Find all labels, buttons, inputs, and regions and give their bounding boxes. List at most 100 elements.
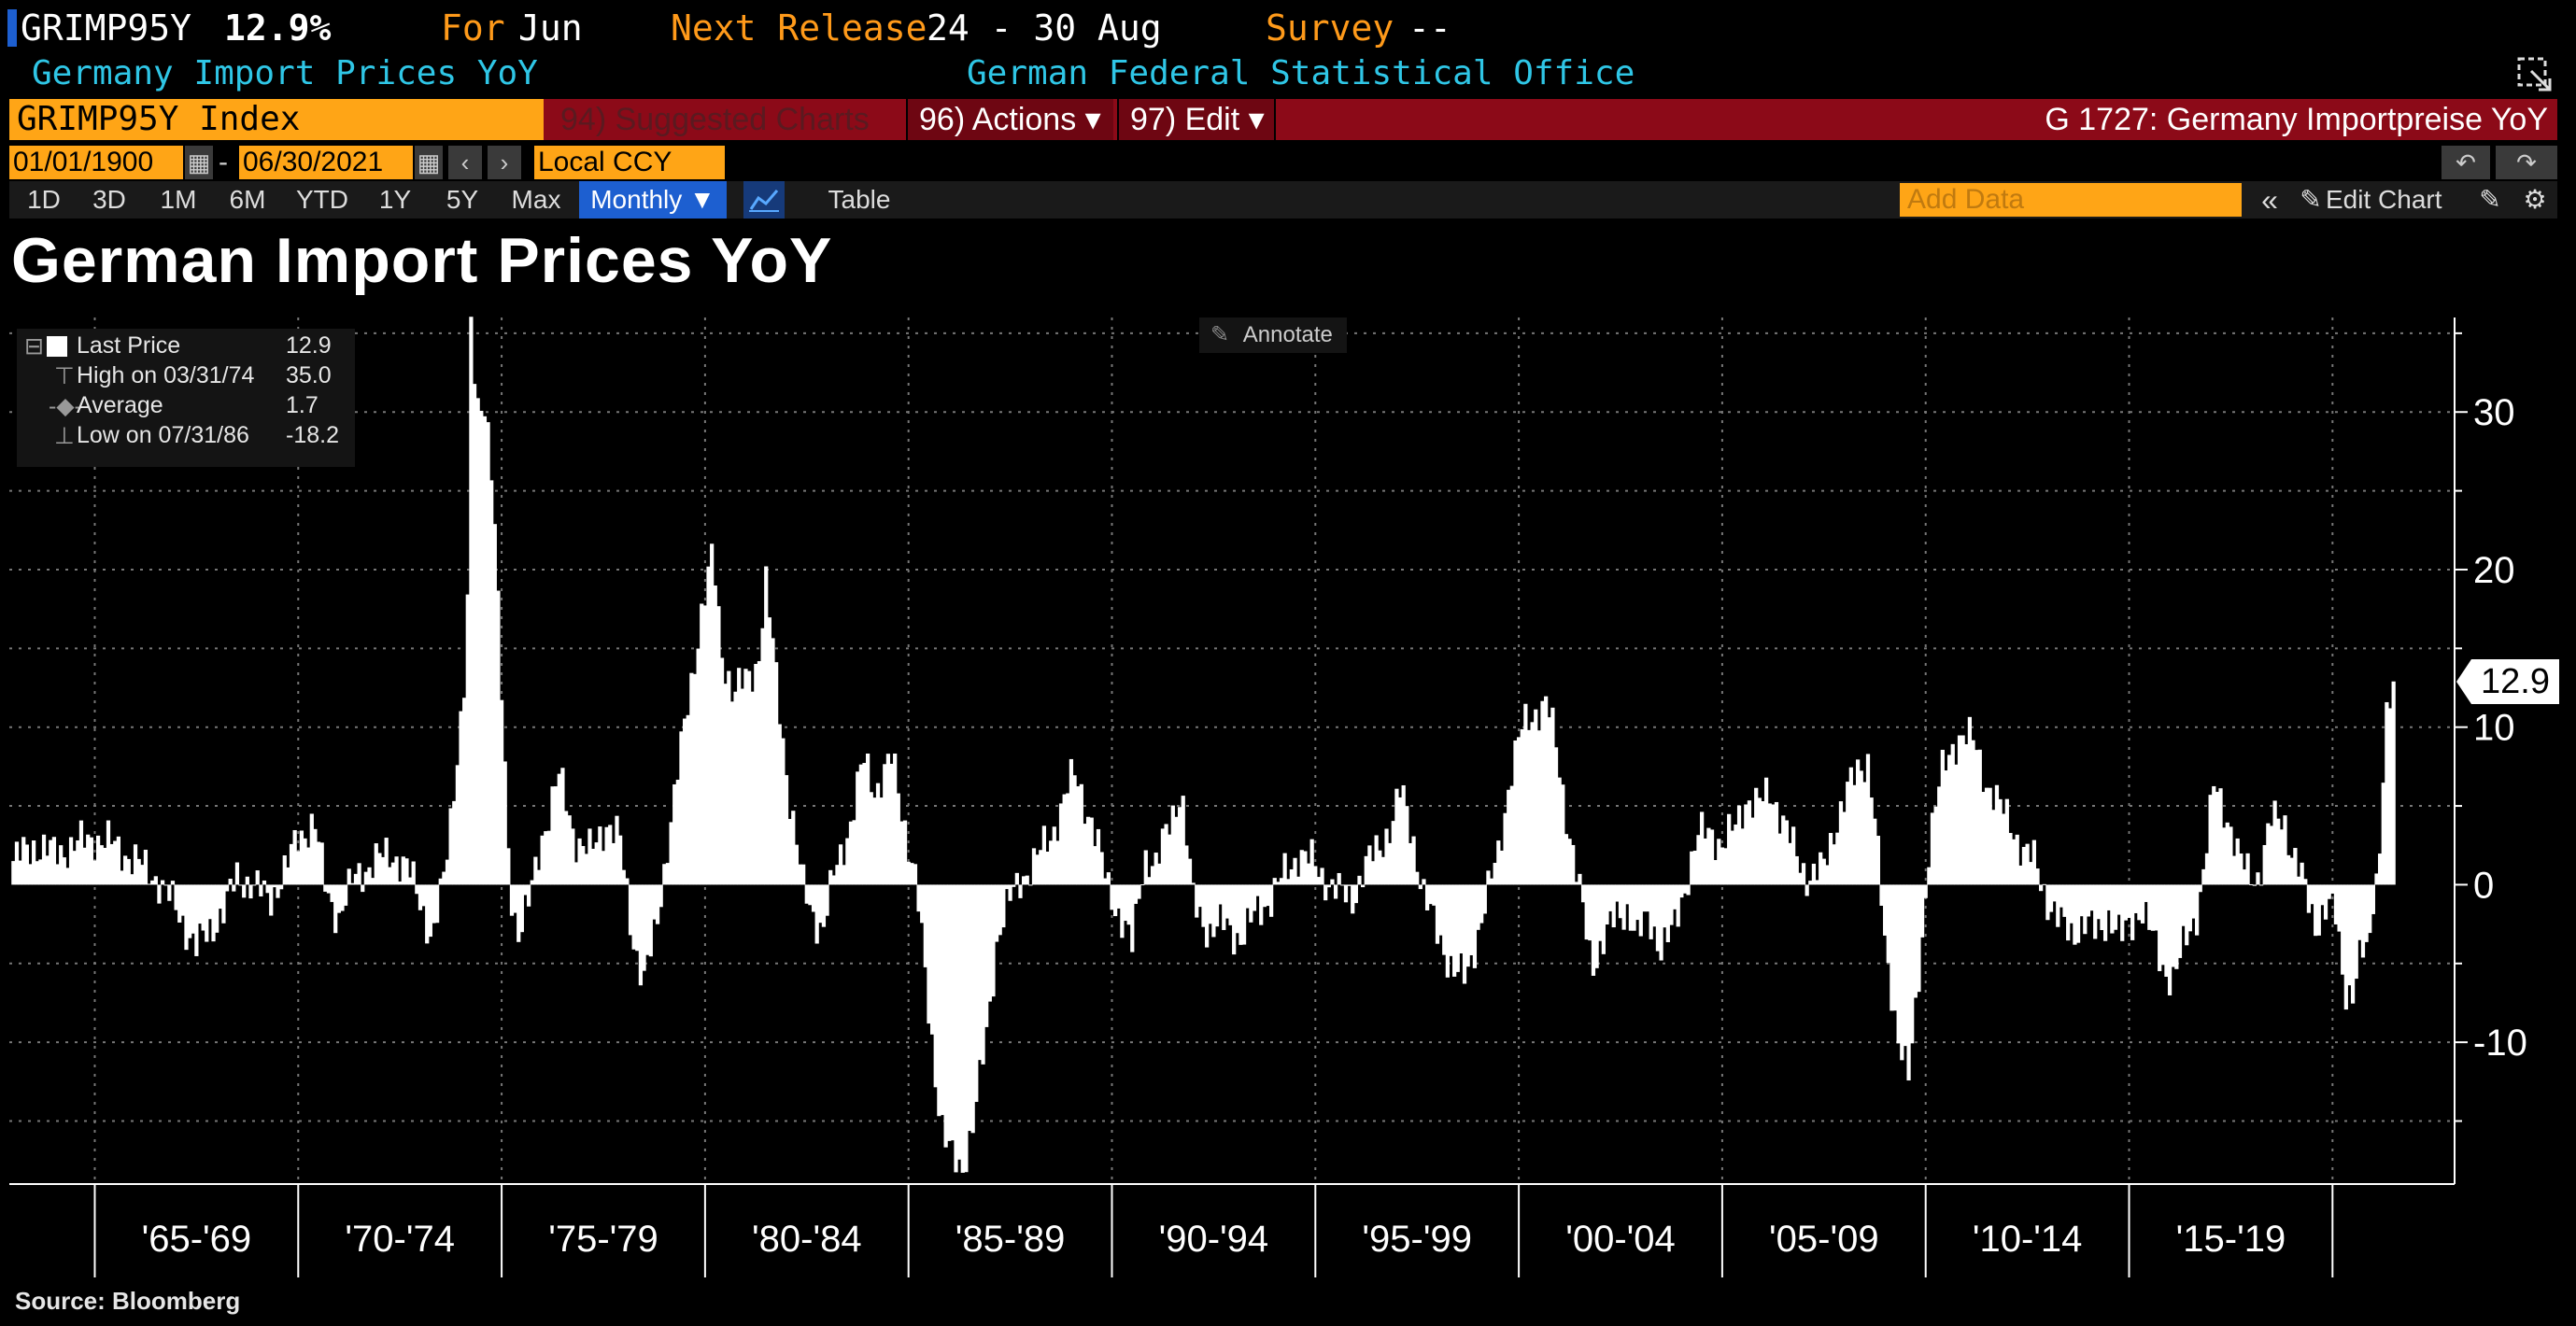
range-5y-button[interactable]: 5Y <box>446 185 479 214</box>
edit-chart-button[interactable]: Edit Chart <box>2326 185 2442 214</box>
bar-mark <box>1815 880 1819 885</box>
bar-mark <box>24 844 29 885</box>
bar-mark <box>2031 839 2036 885</box>
annotate-button[interactable]: ✎ Annotate <box>1199 317 1347 353</box>
bar-mark <box>818 884 823 924</box>
bar-mark <box>445 859 450 885</box>
bar-mark <box>1330 879 1335 885</box>
bar-mark <box>811 884 816 912</box>
suggested-charts-button[interactable]: 94) Suggested Charts <box>560 102 870 137</box>
bar-mark <box>1496 840 1501 885</box>
range-1y-button[interactable]: 1Y <box>378 185 412 214</box>
bar-mark <box>1991 810 1996 885</box>
bar-mark <box>2048 884 2054 912</box>
range-1d-button[interactable]: 1D <box>27 185 61 214</box>
collapse-icon[interactable]: « <box>2261 183 2278 217</box>
add-data-input[interactable]: Add Data <box>1900 183 2242 217</box>
bar-mark <box>1259 884 1264 925</box>
bar-mark <box>920 884 925 924</box>
bar-mark <box>957 884 962 1160</box>
bar-mark <box>2167 884 2173 995</box>
actions-menu[interactable]: 96) Actions ▾ <box>906 99 1113 140</box>
bar-mark <box>527 884 531 907</box>
bar-mark <box>1028 884 1033 886</box>
bar-mark <box>1255 884 1260 896</box>
table-button[interactable]: Table <box>828 185 891 214</box>
y-tick-label: 30 <box>2473 392 2515 433</box>
bar-mark <box>991 884 996 997</box>
bar-mark <box>794 844 800 885</box>
line-chart-icon[interactable] <box>743 181 785 219</box>
bar-mark <box>1869 797 1874 885</box>
bar-mark <box>940 884 945 1116</box>
bar-mark <box>1187 858 1193 885</box>
bar-mark <box>14 841 20 885</box>
expand-icon[interactable] <box>2516 56 2554 93</box>
bar-mark <box>2320 884 2325 906</box>
bar-mark <box>1825 865 1830 885</box>
range-6m-button[interactable]: 6M <box>229 185 266 214</box>
bar-mark <box>1553 747 1559 885</box>
bar-mark <box>974 884 979 1103</box>
end-date-field[interactable]: 06/30/2021 <box>239 146 413 179</box>
bar-mark <box>567 815 572 885</box>
range-ytd-button[interactable]: YTD <box>296 185 348 214</box>
pencil-icon[interactable]: ✎ <box>2479 185 2501 214</box>
bar-mark <box>1394 788 1399 885</box>
currency-select[interactable]: Local CCY <box>534 146 725 179</box>
bar-mark <box>1306 863 1311 885</box>
settings-gear-icon[interactable]: ⚙ <box>2523 185 2547 214</box>
range-3d-button[interactable]: 3D <box>92 185 126 214</box>
legend[interactable]: ⊟ Last Price 12.9 ⊤ High on 03/31/74 35.… <box>17 329 355 467</box>
bar-mark <box>2025 843 2030 885</box>
arrow-right-icon[interactable]: › <box>488 146 521 179</box>
bar-mark <box>343 884 348 906</box>
bar-mark <box>655 884 660 924</box>
arrow-left-icon[interactable]: ‹ <box>448 146 482 179</box>
bar-mark <box>601 851 606 885</box>
calendar-icon[interactable]: ▦ <box>185 146 213 179</box>
security-input[interactable]: GRIMP95Y Index <box>9 99 544 140</box>
range-max-button[interactable]: Max <box>511 185 561 214</box>
bar-mark <box>1564 834 1569 885</box>
edit-menu[interactable]: 97) Edit ▾ <box>1117 99 1276 140</box>
bar-mark <box>2368 884 2372 934</box>
bar-mark <box>45 855 50 885</box>
bar-mark <box>394 856 399 885</box>
bar-mark <box>1367 845 1372 885</box>
bar-mark <box>2075 884 2081 943</box>
bar-mark <box>55 864 60 885</box>
bar-mark <box>265 884 270 894</box>
chart-plot[interactable]: 30 20 10 0 -10 '65-'69 '70-'74 '75-'79 '80-'84 '8… <box>0 308 2576 1279</box>
bar-mark <box>1838 801 1844 885</box>
pencil-icon[interactable]: ✎ <box>2300 185 2322 214</box>
bar-mark <box>2116 884 2121 915</box>
bar-mark <box>1750 817 1755 885</box>
bar-mark <box>242 884 247 898</box>
bar-mark <box>1615 884 1620 902</box>
periodicity-select[interactable]: Monthly ▼ <box>579 181 727 219</box>
undo-icon[interactable]: ↶ <box>2442 146 2490 179</box>
bar-mark <box>923 884 927 967</box>
collapse-icon[interactable]: ⊟ <box>24 333 44 360</box>
bar-mark <box>1723 848 1728 885</box>
bar-mark <box>1540 700 1545 885</box>
bar-mark <box>469 317 474 885</box>
bar-mark <box>374 843 378 885</box>
calendar-icon[interactable]: ▦ <box>415 146 443 179</box>
bar-mark <box>1177 807 1182 885</box>
x-tick-label: '75-'79 <box>548 1219 658 1260</box>
start-date-field[interactable]: 01/01/1900 <box>9 146 183 179</box>
redo-icon[interactable]: ↷ <box>2496 146 2557 179</box>
bar-mark <box>1181 796 1185 885</box>
bar-mark <box>2269 825 2274 885</box>
bar-mark <box>1828 833 1833 885</box>
bar-mark <box>1791 826 1796 885</box>
bar-mark <box>2187 884 2192 932</box>
bar-mark <box>1808 881 1813 885</box>
bar-mark <box>774 662 779 885</box>
bar-mark <box>126 858 131 885</box>
bar-mark <box>2364 884 2369 942</box>
range-1m-button[interactable]: 1M <box>160 185 197 214</box>
bar-mark <box>1452 884 1457 977</box>
